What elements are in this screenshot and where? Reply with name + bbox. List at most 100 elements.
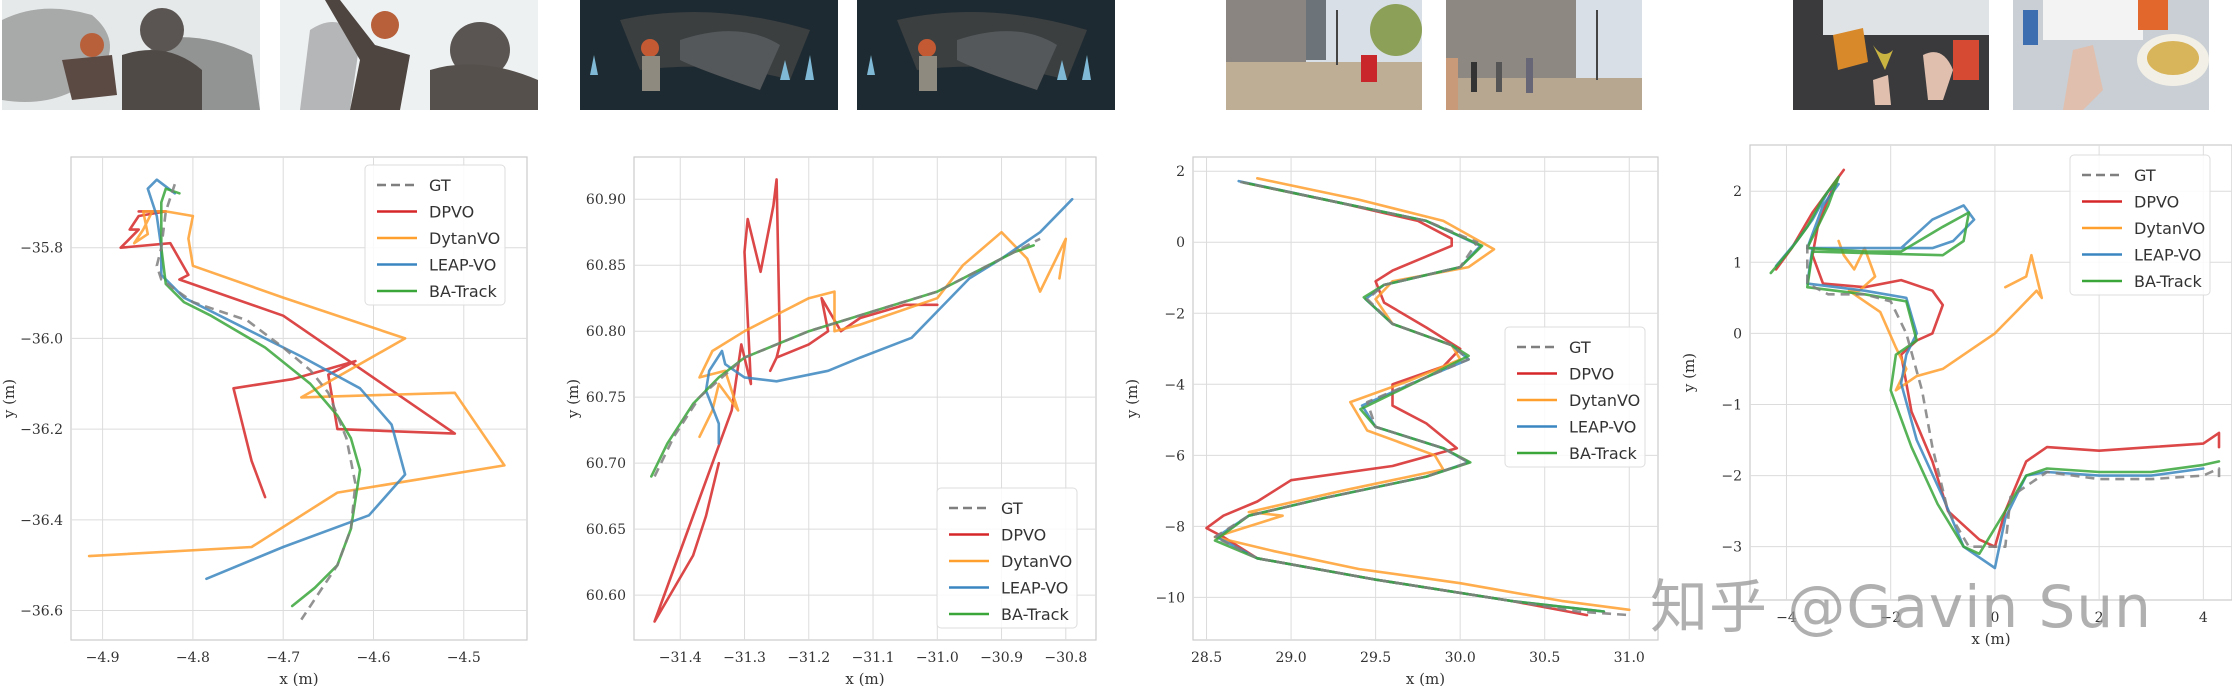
- legend-label-dytanvo: DytanVO: [429, 229, 500, 248]
- series-dpvo: [1774, 168, 2221, 548]
- x-tick-label: −4.5: [447, 650, 481, 666]
- x-tick-label: −4.7: [266, 650, 300, 666]
- x-tick-label: −31.0: [916, 650, 959, 666]
- x-tick-label: 29.0: [1275, 650, 1306, 666]
- x-tick-label: 31.0: [1614, 650, 1645, 666]
- y-tick-label: −36.2: [20, 422, 63, 438]
- x-tick-label: −31.2: [787, 650, 830, 666]
- y-tick-label: −35.8: [20, 241, 63, 257]
- frame-scene2-a: [580, 0, 838, 110]
- legend-label-ba-track: BA-Track: [1569, 444, 1637, 463]
- series-dytanvo: [1837, 239, 2044, 392]
- y-tick-label: 60.70: [586, 456, 626, 472]
- series-gt: [1806, 244, 2221, 548]
- legend-label-ba-track: BA-Track: [1001, 605, 1069, 624]
- legend-label-dpvo: DPVO: [1569, 365, 1614, 384]
- frame-scene4-b: [2013, 0, 2209, 110]
- series-gt: [155, 183, 357, 621]
- legend-label-dytanvo: DytanVO: [1569, 391, 1640, 410]
- x-axis-label: x (m): [279, 670, 318, 686]
- x-tick-label: −31.1: [852, 650, 895, 666]
- y-tick-label: −36.0: [20, 331, 63, 347]
- legend: GT DPVO DytanVO LEAP-VO BA-Track: [2069, 154, 2211, 296]
- series-dpvo: [653, 178, 939, 623]
- x-tick-label: 2: [2095, 610, 2104, 626]
- y-axis-label: y (m): [0, 379, 18, 419]
- y-tick-label: −4: [1164, 377, 1185, 393]
- series-leap-vo: [146, 178, 407, 581]
- series-dytanvo: [1213, 177, 1631, 612]
- series-gt: [1213, 180, 1630, 617]
- x-tick-label: −2: [1880, 610, 1901, 626]
- y-tick-label: −2: [1164, 306, 1185, 322]
- y-axis-label: y (m): [564, 379, 582, 419]
- legend-label-leap-vo: LEAP-VO: [1001, 579, 1068, 598]
- legend-label-dytanvo: DytanVO: [2134, 219, 2205, 238]
- y-tick-label: −1: [1721, 397, 1742, 413]
- y-tick-label: −8: [1164, 519, 1185, 535]
- y-tick-label: 0: [1733, 326, 1742, 342]
- series-dytanvo: [87, 210, 506, 558]
- legend-label-leap-vo: LEAP-VO: [429, 256, 496, 275]
- x-tick-label: 30.5: [1529, 650, 1560, 666]
- chart-3: 28.5 29.0 29.5 30.0 30.5 31.0 2 0 −2 −4 −6 −8 −10 x (…: [1123, 156, 1659, 686]
- y-tick-label: −36.6: [20, 604, 63, 620]
- y-tick-label: 60.65: [586, 522, 626, 538]
- y-tick-label: −36.4: [20, 513, 63, 529]
- legend-label-dpvo: DPVO: [1001, 526, 1046, 545]
- legend: GT DPVO DytanVO LEAP-VO BA-Track: [936, 487, 1078, 629]
- frame-scene1-a: [2, 0, 260, 110]
- watermark-text: 知乎 @Gavin Sun: [1650, 573, 2152, 641]
- x-axis-label: x (m): [1406, 670, 1445, 686]
- x-axis-label: x (m): [1971, 630, 2010, 648]
- y-axis-label: y (m): [1123, 379, 1141, 419]
- legend-label-dpvo: DPVO: [429, 203, 474, 222]
- y-tick-label: −6: [1164, 448, 1185, 464]
- x-tick-label: −4.6: [356, 650, 390, 666]
- x-tick-label: 30.0: [1445, 650, 1476, 666]
- legend-label-ba-track: BA-Track: [2134, 272, 2202, 291]
- frame-scene2-b: [857, 0, 1115, 110]
- legend-label-leap-vo: LEAP-VO: [1569, 418, 1636, 437]
- y-tick-label: 0: [1176, 235, 1185, 251]
- y-tick-label: 60.75: [586, 390, 626, 406]
- y-tick-label: −3: [1721, 540, 1742, 556]
- x-tick-label: 4: [2199, 610, 2208, 626]
- x-tick-label: −30.9: [980, 650, 1023, 666]
- x-tick-label: −30.8: [1044, 650, 1087, 666]
- x-tick-label: −31.3: [723, 650, 766, 666]
- legend: GT DPVO DytanVO LEAP-VO BA-Track: [1504, 326, 1646, 468]
- x-tick-label: −31.4: [659, 650, 702, 666]
- series-dpvo: [119, 210, 457, 499]
- y-tick-label: −10: [1155, 590, 1185, 606]
- chart-4: −4 −2 0 2 4 2 1 0 −1 −2 −3 x (m) y (m) GT DPVO DytanVO L…: [1680, 144, 2232, 648]
- x-axis-label: x (m): [845, 670, 884, 686]
- series-leap-vo: [704, 197, 1074, 445]
- legend-label-dpvo: DPVO: [2134, 193, 2179, 212]
- x-tick-label: −4.8: [176, 650, 210, 666]
- y-tick-label: 60.85: [586, 258, 626, 274]
- y-tick-label: 60.60: [586, 588, 626, 604]
- x-tick-label: 28.5: [1191, 650, 1222, 666]
- y-tick-label: 60.80: [586, 324, 626, 340]
- series-ba-track: [160, 187, 362, 608]
- frame-scene3-b: [1446, 0, 1642, 110]
- frame-scene4-a: [1793, 0, 1989, 110]
- legend-label-gt: GT: [1001, 499, 1023, 518]
- legend-label-dytanvo: DytanVO: [1001, 552, 1072, 571]
- y-axis-label: y (m): [1680, 353, 1698, 393]
- frame-scene3-a: [1226, 0, 1422, 110]
- y-tick-label: 60.90: [586, 192, 626, 208]
- y-tick-label: 2: [1176, 164, 1185, 180]
- y-tick-label: 1: [1733, 255, 1742, 271]
- frame-scene1-b: [280, 0, 538, 110]
- y-tick-label: 2: [1733, 184, 1742, 200]
- x-tick-label: 29.5: [1360, 650, 1391, 666]
- y-tick-label: −2: [1721, 469, 1742, 485]
- x-tick-label: −4: [1776, 610, 1797, 626]
- x-tick-label: −4.9: [86, 650, 120, 666]
- legend-label-leap-vo: LEAP-VO: [2134, 246, 2201, 265]
- series-ba-track: [1213, 181, 1606, 613]
- x-tick-label: 0: [1990, 610, 1999, 626]
